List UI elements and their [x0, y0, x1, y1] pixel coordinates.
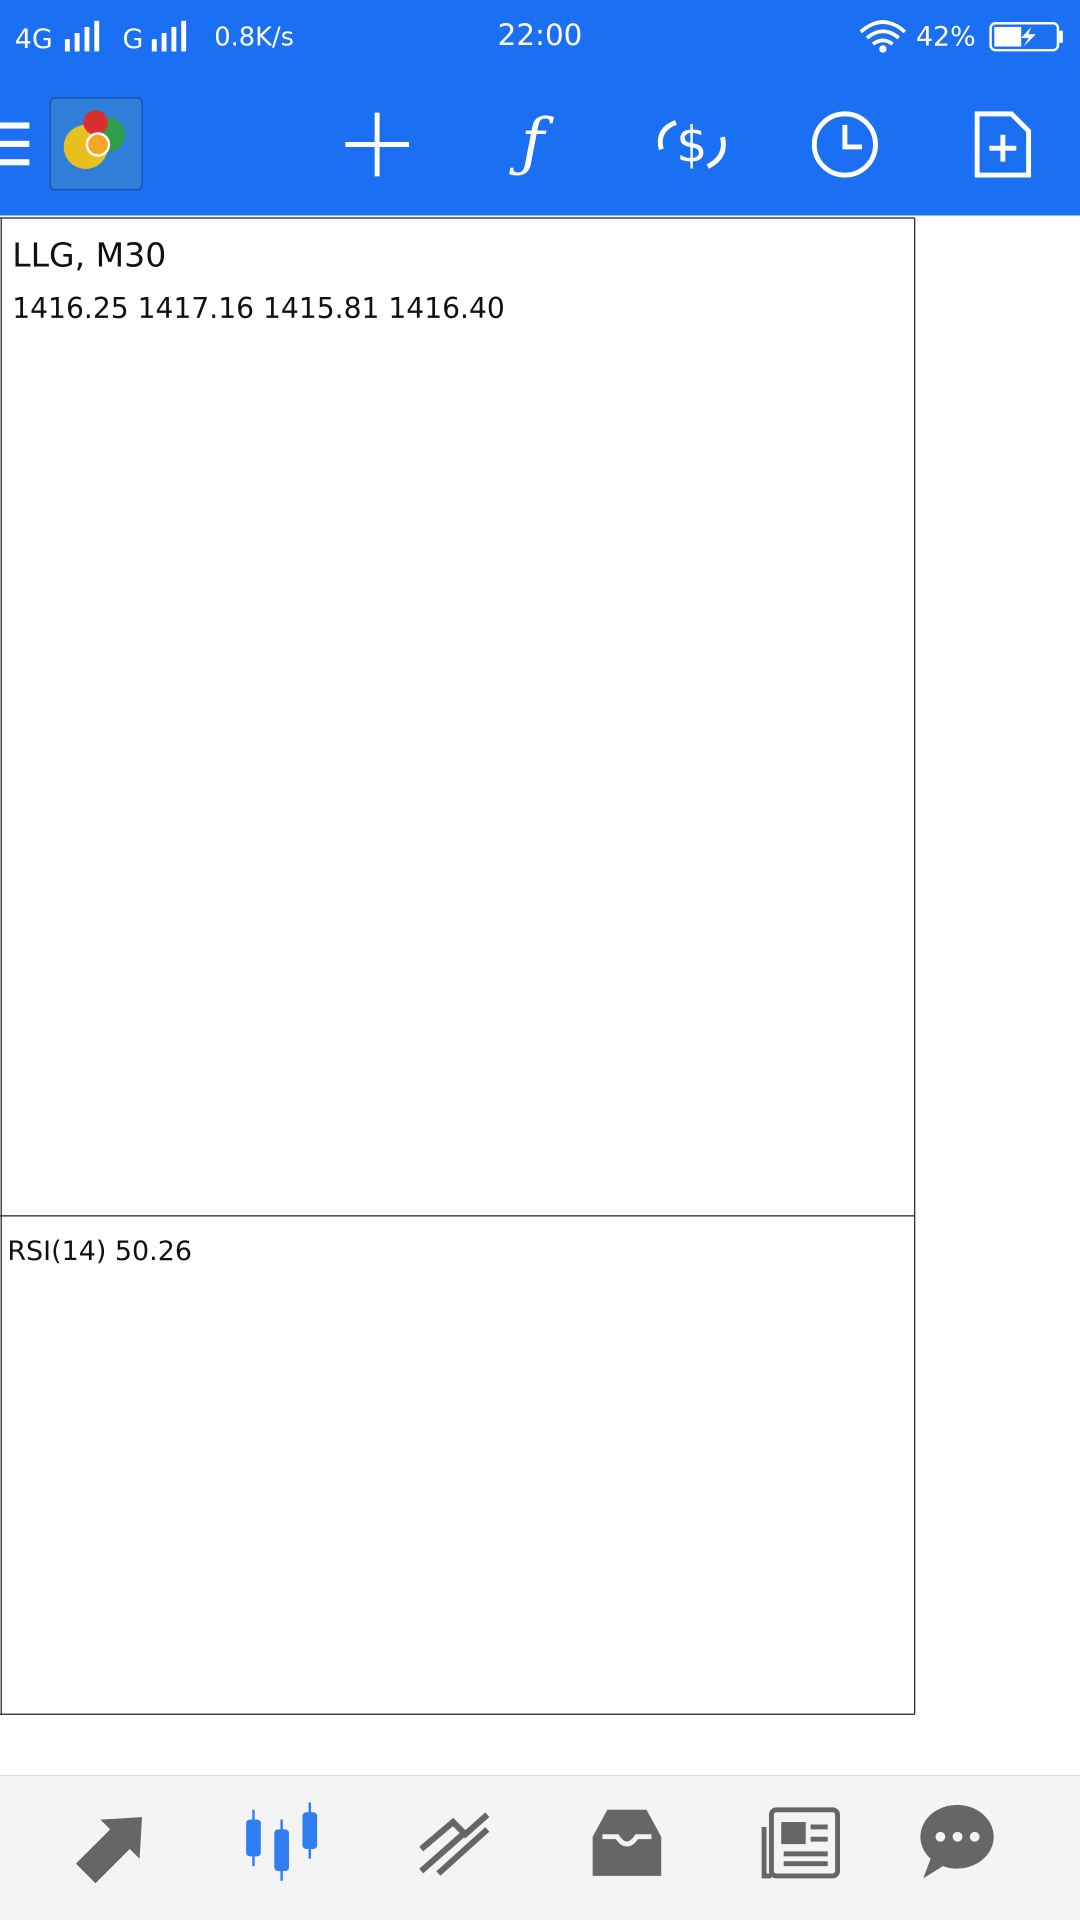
symbol-title: LLG, M30 [12, 236, 166, 275]
clock: 22:00 [498, 18, 583, 52]
chat-tab[interactable] [920, 1804, 994, 1879]
quotes-tab[interactable] [75, 1817, 143, 1884]
history-tab[interactable] [592, 1809, 662, 1876]
news-tab[interactable] [761, 1807, 840, 1879]
rsi-title: RSI(14) 50.26 [7, 1236, 192, 1267]
wifi-icon [879, 45, 887, 53]
new-order-button[interactable] [974, 111, 1032, 178]
battery-icon [1021, 26, 1036, 47]
battery-label: 42% [916, 21, 976, 52]
battery-icon [1059, 30, 1063, 43]
battery-icon [989, 22, 1060, 52]
chart-background [0, 215, 1080, 1776]
chart-tab[interactable] [246, 1802, 318, 1881]
trade-button[interactable]: $ [657, 117, 726, 174]
svg-text:$: $ [676, 117, 707, 174]
app-icon[interactable] [49, 97, 143, 191]
signal-icon [151, 20, 187, 52]
network-label: G [122, 24, 143, 55]
ohlc-readout: 1416.25 1417.16 1415.81 1416.40 [12, 292, 505, 325]
speed-label: 0.8K/s [214, 22, 294, 52]
bottom-nav [0, 1775, 1080, 1920]
crosshair-button[interactable] [345, 112, 409, 177]
menu-button[interactable] [0, 122, 30, 166]
wifi-icon [859, 20, 907, 46]
battery-icon [994, 26, 1022, 47]
signal-icon [64, 20, 100, 52]
top-bar [0, 0, 1080, 216]
period-button[interactable] [811, 111, 878, 178]
trade-tab[interactable] [419, 1812, 490, 1876]
network-label: 4G [15, 24, 53, 55]
